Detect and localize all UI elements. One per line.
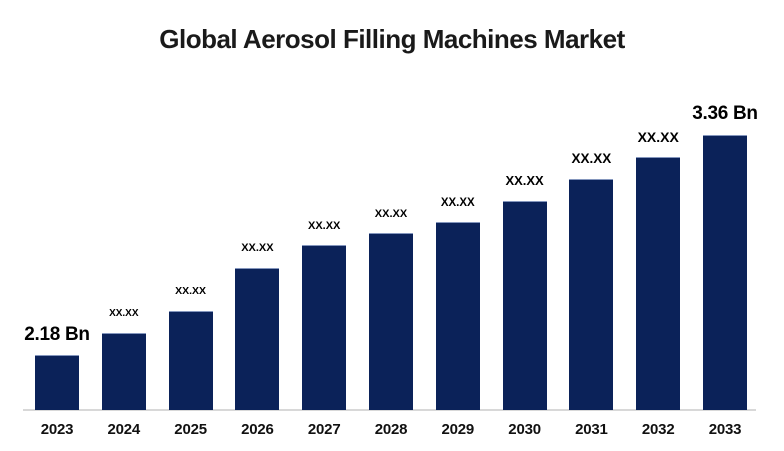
x-tick-2026: 2026	[241, 421, 274, 438]
bar-column-2025: XX.XX 2025	[168, 285, 213, 438]
value-label-2024: XX.XX	[109, 308, 139, 319]
bar-column-2031: XX.XX 2031	[569, 151, 614, 438]
value-label-2032: XX.XX	[637, 129, 679, 145]
value-label-2030: XX.XX	[505, 173, 544, 188]
bar-2033	[703, 135, 747, 410]
value-label-2028: XX.XX	[374, 208, 408, 220]
value-label-2033: 3.36 Bn	[692, 103, 758, 124]
x-tick-2033: 2033	[708, 421, 742, 438]
bar-2030	[502, 201, 547, 410]
bar-column-2030: XX.XX 2030	[502, 173, 547, 438]
x-tick-2023: 2023	[40, 421, 74, 438]
bar-2028	[369, 233, 413, 410]
bar-column-2027: XX.XX 2027	[302, 220, 347, 438]
bar-column-2023: 2.18 Bn 2023	[24, 324, 90, 438]
chart-title: Global Aerosol Filling Machines Market	[159, 24, 625, 54]
x-tick-2024: 2024	[107, 421, 141, 438]
bar-2027	[302, 245, 347, 410]
x-tick-2029: 2029	[441, 421, 475, 438]
value-label-2029: XX.XX	[440, 197, 475, 209]
x-tick-2031: 2031	[575, 421, 608, 438]
value-label-2027: XX.XX	[307, 220, 341, 232]
bar-column-2032: XX.XX 2032	[636, 129, 681, 438]
x-tick-2030: 2030	[508, 421, 541, 438]
bar-column-2029: XX.XX 2029	[435, 197, 480, 438]
bar-2026	[235, 268, 280, 410]
x-tick-2032: 2032	[641, 421, 675, 438]
bar-2029	[435, 222, 480, 410]
bar-column-2028: XX.XX 2028	[369, 208, 413, 438]
value-label-2023: 2.18 Bn	[24, 324, 90, 345]
bar-column-2026: XX.XX 2026	[235, 242, 280, 438]
bar-2024	[101, 333, 146, 410]
bar-column-2024: XX.XX 2024	[101, 308, 146, 438]
value-label-2031: XX.XX	[571, 151, 612, 166]
bar-2032	[636, 157, 681, 410]
x-tick-2027: 2027	[307, 421, 341, 438]
x-tick-2028: 2028	[374, 421, 408, 438]
bar-2031	[569, 179, 614, 410]
x-tick-2025: 2025	[174, 421, 207, 438]
bar-column-2033: 3.36 Bn 2033	[692, 103, 758, 438]
value-label-2025: XX.XX	[175, 285, 207, 297]
bar-2023	[35, 355, 79, 410]
value-label-2026: XX.XX	[241, 242, 274, 254]
bar-2025	[168, 311, 213, 410]
